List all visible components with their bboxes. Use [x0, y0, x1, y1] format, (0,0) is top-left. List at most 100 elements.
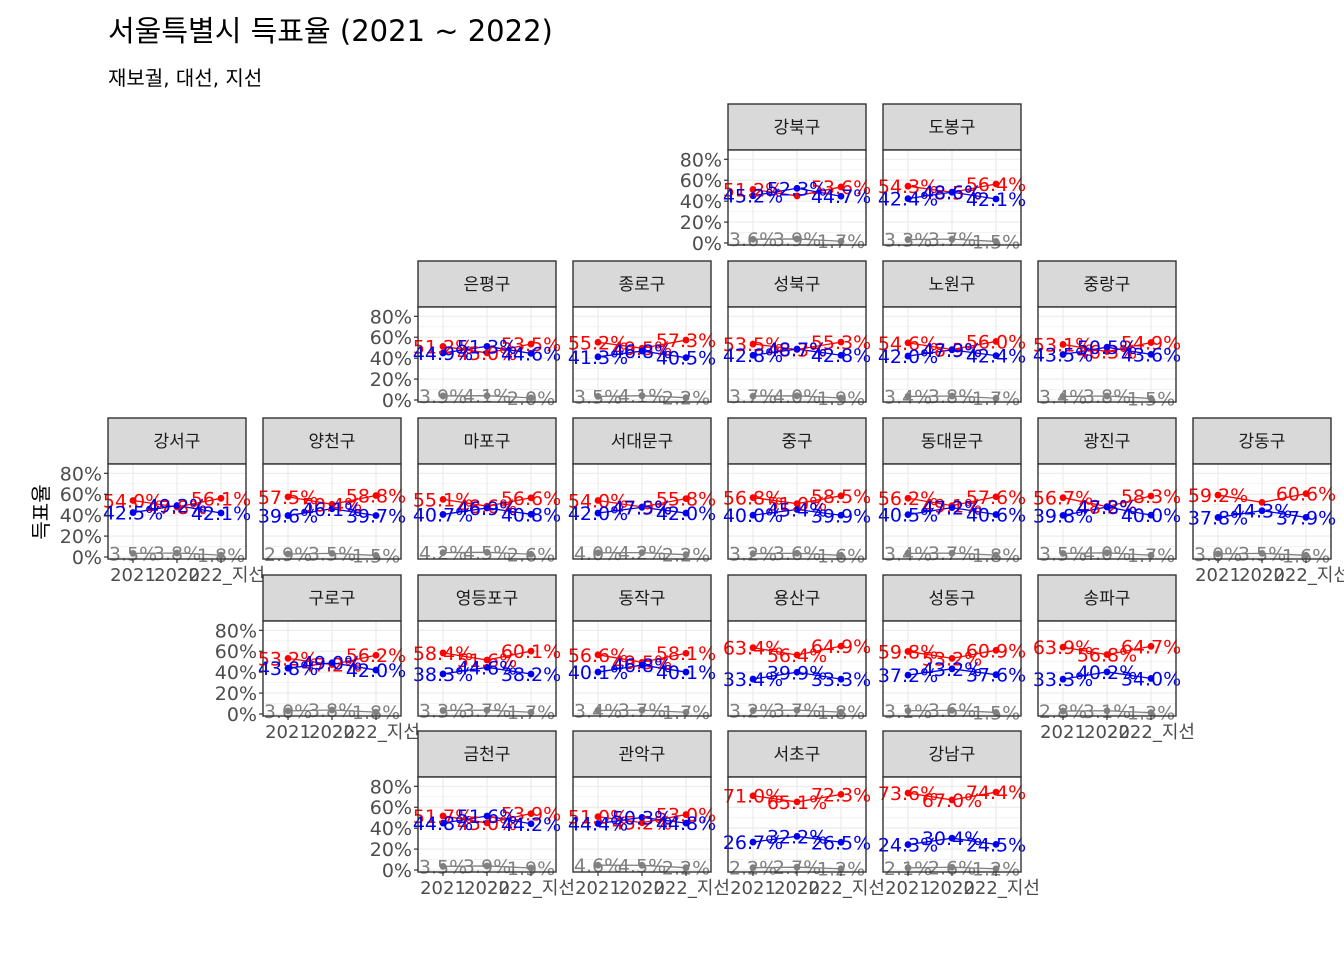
- data-point-red: [992, 646, 1000, 654]
- data-point-red: [904, 339, 912, 347]
- x-tick-label: 2021: [575, 878, 621, 899]
- data-point-gray: [439, 392, 447, 400]
- data-label-red: 53.1%: [1033, 334, 1093, 356]
- data-point-red: [904, 182, 912, 190]
- data-point-red: [1059, 341, 1067, 348]
- facet-panel: 마포구 55.1%48.6%56.6% 40.7%46.9%40.8% 4.2%4.5…: [413, 417, 561, 566]
- data-label-gray: 3.5%: [574, 386, 622, 408]
- data-point-red: [992, 493, 1000, 501]
- data-label-red: 56.4%: [767, 645, 827, 667]
- data-label-gray: 1.8%: [817, 702, 865, 724]
- y-axis-title: 득표율: [29, 484, 53, 539]
- data-point-gray: [682, 864, 690, 872]
- data-point-red: [793, 651, 801, 659]
- data-label-blue: 51.3%: [457, 336, 517, 358]
- data-point-red: [793, 500, 801, 508]
- data-point-red: [1147, 642, 1155, 650]
- facet-panel: 도봉구 54.3%48.5%56.4% 42.4%48.6%42.1% 3.3%3.7…: [878, 103, 1026, 253]
- data-label-blue: 42.0%: [656, 503, 716, 525]
- data-label-red: 51.0%: [568, 807, 628, 829]
- data-point-gray: [594, 392, 602, 400]
- data-label-blue: 44.9%: [413, 343, 473, 365]
- data-label-blue: 42.8%: [811, 345, 871, 367]
- data-point-gray: [948, 392, 956, 400]
- data-label-gray: 1.5%: [972, 231, 1020, 253]
- data-label-gray: 4.2%: [419, 543, 467, 565]
- data-label-gray: 3.2%: [729, 701, 777, 723]
- y-tick-label: 80%: [215, 620, 257, 642]
- y-tick-label: 0%: [227, 704, 257, 726]
- data-point-gray: [483, 862, 491, 870]
- data-point-blue: [837, 511, 845, 519]
- data-label-gray: 3.7%: [729, 386, 777, 408]
- data-label-red: 56.0%: [966, 331, 1026, 353]
- data-label-gray: 1.5%: [1127, 388, 1175, 410]
- data-point-blue: [1302, 513, 1310, 521]
- data-label-blue: 42.4%: [966, 346, 1026, 368]
- data-label-blue: 46.8%: [612, 655, 672, 677]
- facet-panel: 동대문구 56.2%49.1%57.6% 40.5%47.2%40.6% 3.4%3.…: [878, 417, 1026, 567]
- x-tick-label: 2022_지선: [1262, 565, 1344, 586]
- data-label-red: 51.0%: [767, 494, 827, 516]
- data-label-red: 63.4%: [723, 638, 783, 660]
- data-label-blue: 40.5%: [878, 505, 938, 527]
- data-label-blue: 37.2%: [878, 665, 938, 687]
- data-label-gray: 2.1%: [884, 858, 932, 880]
- data-point-blue: [638, 503, 646, 511]
- facet-strip-label: 마포구: [464, 432, 511, 452]
- data-label-blue: 30.4%: [922, 828, 982, 850]
- data-point-gray: [793, 235, 801, 243]
- facet-strip: [572, 417, 712, 465]
- panel-border: [882, 149, 1022, 246]
- data-label-red: 58.4%: [413, 643, 473, 665]
- data-label-gray: 1.7%: [507, 702, 555, 724]
- data-point-gray: [948, 863, 956, 871]
- data-label-gray: 3.3%: [884, 230, 932, 252]
- facet-strip: [882, 730, 1022, 778]
- facet-panel: 강남구 73.6%67.0%74.4% 24.3%30.4%24.5% 2.1%2.6…: [878, 730, 1040, 899]
- data-point-red: [682, 495, 690, 503]
- data-label-gray: 2.6%: [507, 544, 555, 566]
- data-point-gray: [328, 706, 336, 714]
- data-point-gray: [638, 706, 646, 714]
- data-label-red: 56.6%: [568, 645, 628, 667]
- data-point-blue: [793, 832, 801, 840]
- data-point-gray: [948, 549, 956, 557]
- data-point-blue: [527, 510, 535, 518]
- y-tick-label: 0%: [72, 547, 102, 569]
- data-point-blue: [1059, 675, 1067, 683]
- data-point-red: [992, 788, 1000, 796]
- y-tick-label: 80%: [60, 463, 102, 485]
- data-point-red: [439, 812, 447, 820]
- panel-border: [1037, 463, 1177, 560]
- data-point-blue: [594, 353, 602, 361]
- facet-strip: [882, 574, 1022, 622]
- data-point-gray: [1059, 549, 1067, 557]
- data-point-gray: [527, 394, 535, 402]
- data-point-blue: [749, 351, 757, 359]
- data-point-red: [527, 494, 535, 502]
- data-label-red: 72.3%: [811, 784, 871, 806]
- data-point-gray: [904, 393, 912, 400]
- data-point-red: [793, 192, 801, 200]
- data-label-blue: 39.8%: [1033, 505, 1093, 527]
- data-label-red: 54.3%: [878, 176, 938, 198]
- data-point-gray: [1059, 393, 1067, 400]
- data-point-gray: [594, 549, 602, 557]
- data-point-red: [483, 819, 491, 827]
- data-point-red: [1147, 339, 1155, 346]
- data-label-gray: 2.9%: [264, 544, 312, 566]
- data-point-gray: [328, 549, 336, 557]
- data-point-red: [527, 810, 535, 818]
- data-label-red: 56.8%: [1077, 645, 1137, 667]
- data-label-red: 47.2%: [302, 655, 362, 677]
- data-label-gray: 2.6%: [928, 857, 976, 879]
- data-label-gray: 1.8%: [972, 545, 1020, 567]
- data-point-gray: [992, 551, 1000, 559]
- data-label-blue: 45.4%: [767, 500, 827, 522]
- data-label-blue: 39.7%: [346, 505, 406, 527]
- data-point-gray: [948, 235, 956, 243]
- data-label-blue: 40.1%: [656, 662, 716, 684]
- data-label-gray: 1.2%: [817, 859, 865, 881]
- data-label-blue: 49.2%: [147, 496, 207, 518]
